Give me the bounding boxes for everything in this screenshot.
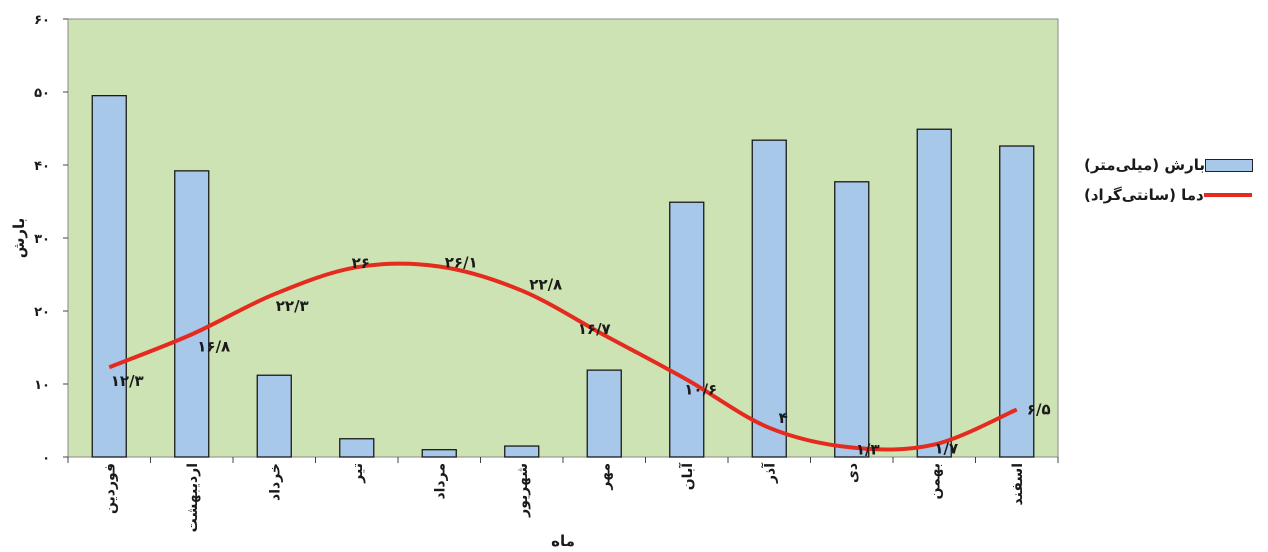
x-axis-label: ماه xyxy=(551,532,575,550)
rainfall-bar xyxy=(91,95,127,458)
y-tick-label: ۲۰ xyxy=(34,305,50,320)
legend: بارش (میلی‌متر) دما (سانتی‌گراد) xyxy=(1076,150,1261,210)
x-tick-label: دی xyxy=(845,463,861,483)
rainfall-bar xyxy=(174,170,210,458)
temperature-data-label: ۲۲/۸ xyxy=(529,276,562,294)
x-tick-label: اردیبهشت xyxy=(185,463,201,532)
x-tick-label: خرداد xyxy=(267,463,283,501)
rainfall-bar xyxy=(669,201,705,458)
y-tick-label: ۳۰ xyxy=(34,232,50,247)
temperature-data-label: ۲۲/۳ xyxy=(276,297,309,315)
x-tick-label: تیر xyxy=(350,463,366,484)
rainfall-bar xyxy=(421,449,457,458)
y-tick-label: ۵۰ xyxy=(34,86,50,101)
temperature-data-label: ۱/۷ xyxy=(934,440,958,458)
legend-line-swatch xyxy=(1203,193,1252,197)
rainfall-bar xyxy=(834,181,870,458)
x-tick-label: فوردین xyxy=(102,463,118,514)
y-axis-label: بارش xyxy=(10,218,28,259)
rainfall-bar xyxy=(751,139,787,458)
temperature-data-label: ۲۶/۱ xyxy=(445,253,478,271)
temperature-data-label: ۱/۳ xyxy=(856,441,880,459)
y-tick-label: ۰ xyxy=(42,451,50,466)
legend-item-temperature: دما (سانتی‌گراد) xyxy=(1076,180,1261,210)
temperature-data-label: ۶/۵ xyxy=(1027,401,1051,419)
rainfall-bar xyxy=(916,128,952,458)
x-tick-label: مهر xyxy=(597,463,613,491)
x-tick-label: اسفند xyxy=(1010,463,1026,505)
y-tick-label: ۱۰ xyxy=(34,378,50,393)
x-tick-label: آبان xyxy=(678,462,696,490)
y-tick-label: ۶۰ xyxy=(34,13,50,28)
legend-label-rainfall: بارش (میلی‌متر) xyxy=(1084,156,1205,174)
temperature-data-label: ۲۶ xyxy=(352,254,370,272)
rainfall-bar xyxy=(504,445,540,458)
temperature-data-label: ۱۲/۳ xyxy=(111,372,144,390)
rainfall-bar xyxy=(586,369,622,458)
legend-item-rainfall: بارش (میلی‌متر) xyxy=(1076,150,1261,180)
y-tick-label: ۴۰ xyxy=(34,159,50,174)
x-tick-label: شهریور xyxy=(515,463,531,518)
rainfall-bar xyxy=(256,374,292,458)
temperature-data-label: ۱۶/۷ xyxy=(578,320,611,338)
x-tick-label: بهمن xyxy=(927,463,943,499)
legend-label-temperature: دما (سانتی‌گراد) xyxy=(1084,186,1204,204)
x-tick-label: مرداد xyxy=(432,463,448,500)
plot-area xyxy=(67,18,1059,458)
rainfall-bar xyxy=(999,145,1035,458)
x-tick-label: آذر xyxy=(760,462,778,484)
temperature-data-label: ۴ xyxy=(779,409,788,427)
temperature-data-label: ۱۰/۶ xyxy=(684,381,717,399)
rainfall-bar xyxy=(339,438,375,458)
legend-bar-swatch xyxy=(1204,158,1253,172)
temperature-line xyxy=(108,261,1018,452)
temperature-data-label: ۱۶/۸ xyxy=(197,337,230,355)
